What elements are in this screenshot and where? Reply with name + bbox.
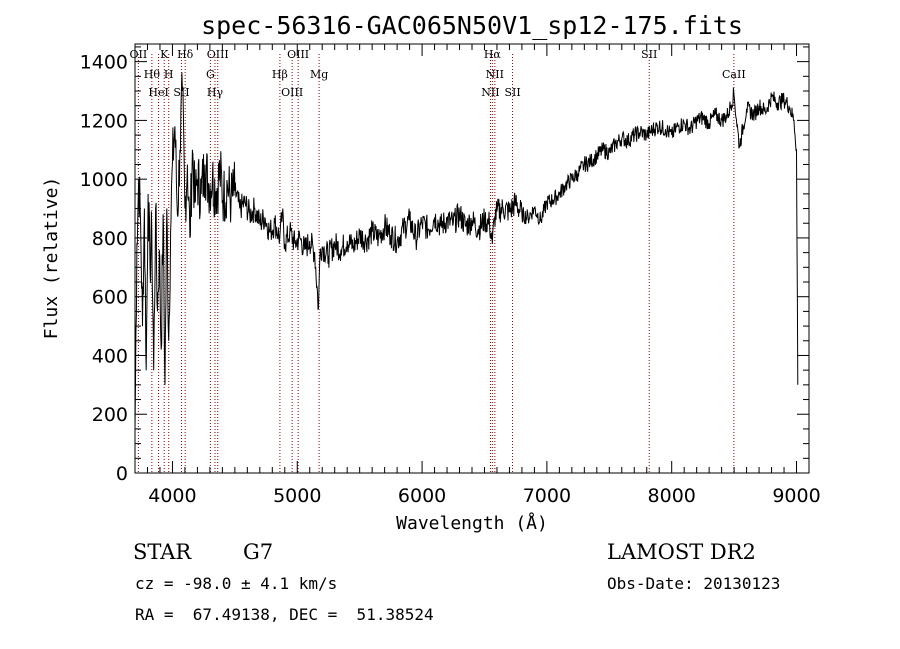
spectral-line-label: CaII [722, 68, 746, 81]
spectral-line-label: SII [504, 86, 520, 99]
spectral-line-label: OIII [281, 86, 303, 99]
spectral-line-label: Hγ [207, 86, 224, 99]
spectral-line-label: G [206, 68, 215, 81]
redshift-value: cz = -98.0 ± 4.1 km/s [135, 574, 337, 593]
spectral-line-label: K [160, 48, 169, 61]
plot-frame [134, 43, 810, 474]
spectral-line-label: Hα [484, 48, 502, 61]
y-tick-label: 1400 [80, 52, 128, 74]
spectral-line-label: Mg [310, 68, 328, 81]
chart-title: spec-56316-GAC065N50V1_sp12-175.fits [201, 11, 743, 40]
x-tick-label: 5000 [273, 485, 321, 507]
survey-name: LAMOST DR2 [607, 540, 756, 564]
x-tick-label: 6000 [398, 485, 446, 507]
y-tick-label: 800 [92, 228, 128, 250]
object-subclass: G7 [243, 540, 273, 564]
sky-coordinates: RA = 67.49138, DEC = 51.38524 [135, 605, 434, 624]
spectral-line-label: NII [486, 68, 504, 81]
x-tick-label: 9000 [772, 485, 820, 507]
y-tick-label: 1000 [80, 169, 128, 191]
spectral-line-label: NII [481, 86, 499, 99]
y-tick-label: 1200 [80, 110, 128, 132]
spectral-line-label: H [164, 68, 174, 81]
spectral-line-label: Hβ [272, 68, 288, 81]
x-axis: 4000 5000 6000 7000 8000 9000 [134, 44, 821, 507]
spectral-line-label: OII [130, 48, 148, 61]
y-axis: 0 200 400 600 800 1000 1200 1400 [80, 46, 809, 485]
object-class: STAR [133, 540, 192, 564]
y-tick-label: 200 [92, 404, 128, 426]
spectral-line-label: OIII [207, 48, 229, 61]
observation-date: Obs-Date: 20130123 [607, 574, 780, 593]
spectrum-series [134, 72, 799, 429]
spectrum-line [134, 72, 799, 429]
x-axis-label: Wavelength (Å) [396, 512, 548, 534]
spectral-line-label: HeI [148, 86, 168, 99]
spectral-line-labels: OIIHθHeIKHSIIHδGHγOIIIHβOIIIOIIIMgNIIHαN… [130, 48, 746, 99]
spectral-line-label: SII [641, 48, 657, 61]
spectral-line-label: Hδ [177, 48, 194, 61]
spectral-line-label: Hθ [144, 68, 161, 81]
spectral-line-label: OIII [287, 48, 309, 61]
x-tick-label: 4000 [148, 485, 196, 507]
y-tick-label: 600 [92, 287, 128, 309]
spectral-line-markers [137, 54, 735, 473]
y-tick-label: 0 [116, 463, 128, 485]
y-axis-label: Flux (relative) [41, 177, 62, 340]
x-tick-label: 8000 [648, 485, 696, 507]
y-tick-label: 400 [92, 345, 128, 367]
x-tick-label: 7000 [523, 485, 571, 507]
